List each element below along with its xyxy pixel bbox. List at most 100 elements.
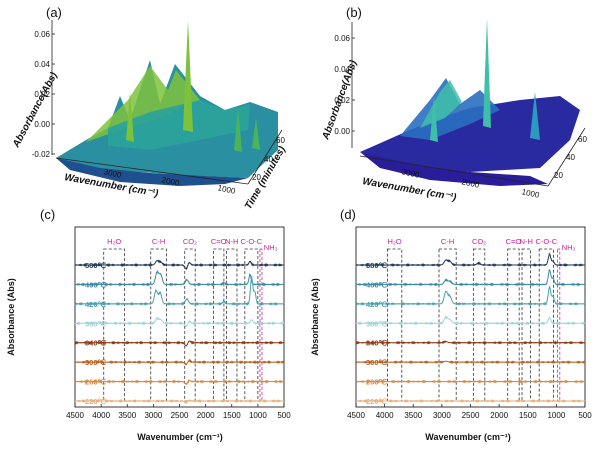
panel-a-x-ticks: 3000 2000 1000 <box>103 167 237 196</box>
spectrum-line <box>74 259 284 271</box>
panel-c-y-title: Absorbance (Abs) <box>6 278 16 356</box>
group-box <box>259 248 263 402</box>
panel-b-y-axis <box>547 127 586 187</box>
group-label: N-H <box>225 237 238 246</box>
panel-b-peak-1 <box>483 18 491 128</box>
series-label: 220℃ <box>85 397 107 406</box>
panel-a-peak-1 <box>183 20 193 132</box>
x-tick-label: 3000 <box>401 167 421 180</box>
x-tick-label: 4000 <box>92 411 110 420</box>
panel-a-peak-3 <box>234 108 242 152</box>
panel-c-x-title: Wavenumber (cm⁻¹) <box>137 432 222 442</box>
z-tick-label: 0.06 <box>334 34 350 43</box>
spectrum-line <box>355 398 586 404</box>
x-tick-label: 3000 <box>433 411 451 420</box>
panel-b-z-ticks: 0.06 0.04 0.02 0.00 <box>334 34 355 136</box>
panel-d-label: (d) <box>340 207 356 222</box>
panel-d-series: 580℃ 460℃ 420℃ 380℃ 340℃ 300℃ 260℃ 220℃ <box>355 252 586 406</box>
panel-a-peak-2 <box>126 92 134 142</box>
panel-b-surface-highlight <box>420 80 462 128</box>
spectrum-line <box>355 252 585 268</box>
z-tick-label: 0.02 <box>34 90 50 99</box>
x-tick-label: 4500 <box>347 411 365 420</box>
panel-d-ftir-chart: (d) H₂O C-H CO₂ C=ON-H C-O-C NH₃ 580℃ 460℃ 420℃… <box>310 207 592 442</box>
group-box <box>184 248 196 402</box>
panel-b-3d-surface: (b) 0.06 0.04 0.02 0.00 3000 2000 1000 204060… <box>320 5 587 204</box>
group-label: C-O-C <box>241 237 263 246</box>
x-tick-label: 2000 <box>461 177 481 190</box>
series-label: 580℃ <box>85 261 107 270</box>
x-tick-label: 1000 <box>249 411 267 420</box>
x-tick-label: 1000 <box>521 187 541 200</box>
series-label: 460℃ <box>85 280 107 289</box>
group-box <box>521 248 532 402</box>
panel-b-surface-base <box>360 96 580 172</box>
series-label: 420℃ <box>85 300 107 309</box>
group-box <box>438 248 457 402</box>
panel-d-x-title: Wavenumber (cm⁻¹) <box>425 432 510 442</box>
panel-b-x-ticks: 3000 2000 1000 <box>401 167 541 200</box>
panel-a-x-axis <box>55 157 249 185</box>
spectrum-line <box>74 340 285 347</box>
panel-a-surface-highlight <box>86 66 200 142</box>
group-box <box>472 248 486 402</box>
spectrum-line <box>355 268 586 287</box>
panel-a-y-axis <box>247 129 283 185</box>
spectrum-line <box>74 398 285 405</box>
x-tick-label: 2500 <box>462 411 480 420</box>
group-box <box>244 248 259 402</box>
x-tick-label: 4000 <box>376 411 394 420</box>
panel-c-label: (c) <box>40 207 55 222</box>
spectrum-line <box>74 275 285 306</box>
y-tick-label: 60 <box>578 135 587 144</box>
spectrum-line <box>355 379 585 384</box>
x-tick-label: 1000 <box>547 411 565 420</box>
series-label: 420℃ <box>366 300 388 309</box>
group-box <box>538 248 554 402</box>
x-tick-label: 2000 <box>490 411 508 420</box>
group-label: C=O <box>211 237 227 246</box>
panel-c-x-ticks: 4500 4000 3500 3000 2500 2000 1500 1000 500 <box>66 404 291 420</box>
x-tick-label: 2500 <box>171 411 189 420</box>
z-tick-label: 0.04 <box>334 65 350 74</box>
y-tick-label: 40 <box>264 155 273 164</box>
panel-c-series: 580℃ 460℃ 420℃ 380℃ 340℃ 300℃ 260℃ 220℃ <box>74 259 285 406</box>
spectrum-line <box>355 360 586 365</box>
group-label: CO₂ <box>183 237 197 246</box>
series-label: 580℃ <box>366 261 388 270</box>
group-box <box>213 248 225 402</box>
y-tick-label: 40 <box>566 153 575 162</box>
x-tick-label: 2000 <box>197 411 215 420</box>
panel-b-surface-front <box>360 152 548 186</box>
series-label: 380℃ <box>85 319 107 328</box>
panel-d-plot-frame <box>355 226 586 408</box>
series-label: 340℃ <box>366 339 388 348</box>
series-label: 340℃ <box>85 339 107 348</box>
panel-a-peak-4 <box>252 118 260 150</box>
z-tick-label: 0.04 <box>34 60 50 69</box>
spectrum-line <box>74 316 285 328</box>
group-label: H₂O <box>388 237 402 246</box>
x-tick-label: 1000 <box>217 183 237 196</box>
group-box <box>557 248 561 402</box>
z-tick-label: 0.00 <box>34 120 50 129</box>
panel-a-surface-mid <box>108 100 250 150</box>
group-label: C-H <box>152 237 165 246</box>
x-tick-label: 3000 <box>144 411 162 420</box>
series-label: 460℃ <box>366 280 388 289</box>
x-tick-label: 1500 <box>519 411 537 420</box>
group-label: CO₂ <box>472 237 486 246</box>
spectrum-line <box>355 340 586 345</box>
group-label: H₂O <box>107 237 121 246</box>
series-label: 380℃ <box>366 319 388 328</box>
panel-b-label: (b) <box>346 5 362 20</box>
spectrum-line <box>74 379 284 386</box>
group-label: NH₃ <box>264 243 278 252</box>
x-tick-label: 2000 <box>161 175 181 188</box>
spectrum-line <box>355 285 586 306</box>
